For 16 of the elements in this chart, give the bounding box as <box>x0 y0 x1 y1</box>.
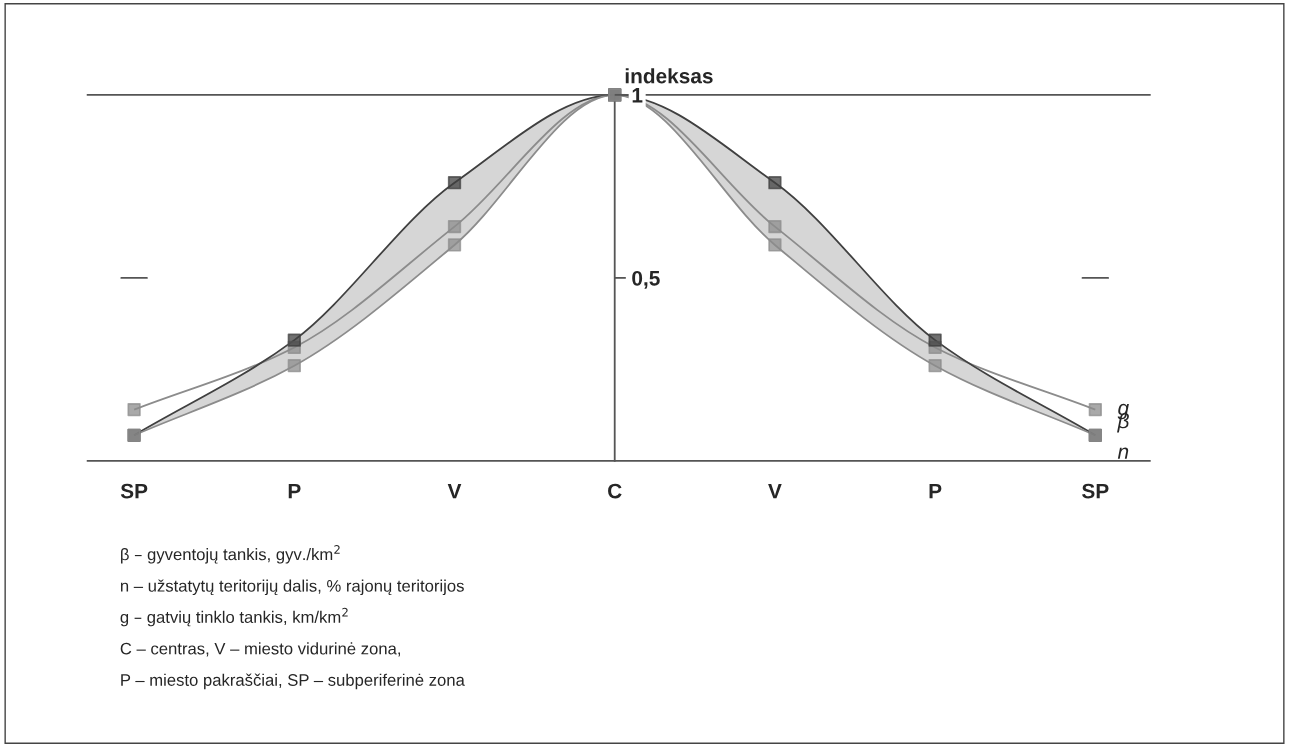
y-tick-label: 1 <box>632 88 643 103</box>
x-tick-label: V <box>768 483 782 499</box>
text: β – gyventojų tankis, gyv./km$^{2}$ <box>121 545 340 564</box>
x-tick-label: SP <box>1082 483 1109 499</box>
x-tick-label: P <box>288 483 301 499</box>
series-label: n <box>1117 447 1129 459</box>
text: C – centras, V – miesto vidurinė zona, <box>120 642 400 657</box>
x-tick-label: SP <box>120 483 148 499</box>
x-tick-label: P <box>929 483 942 499</box>
x-tick-label: V <box>447 483 462 499</box>
x-tick-label: C <box>608 483 622 499</box>
text: n – užstatytų teritorijų dalis, % rajonų teritorijos <box>120 579 464 596</box>
text: g – gatvių tinklo tankis, km/km$^{2}$ <box>120 607 348 627</box>
text: P – miesto pakraščiai, SP – subperiferinė zona <box>121 673 465 690</box>
y-axis-title: indeksas <box>625 68 713 84</box>
y-tick-label: 0,5 <box>632 270 660 289</box>
